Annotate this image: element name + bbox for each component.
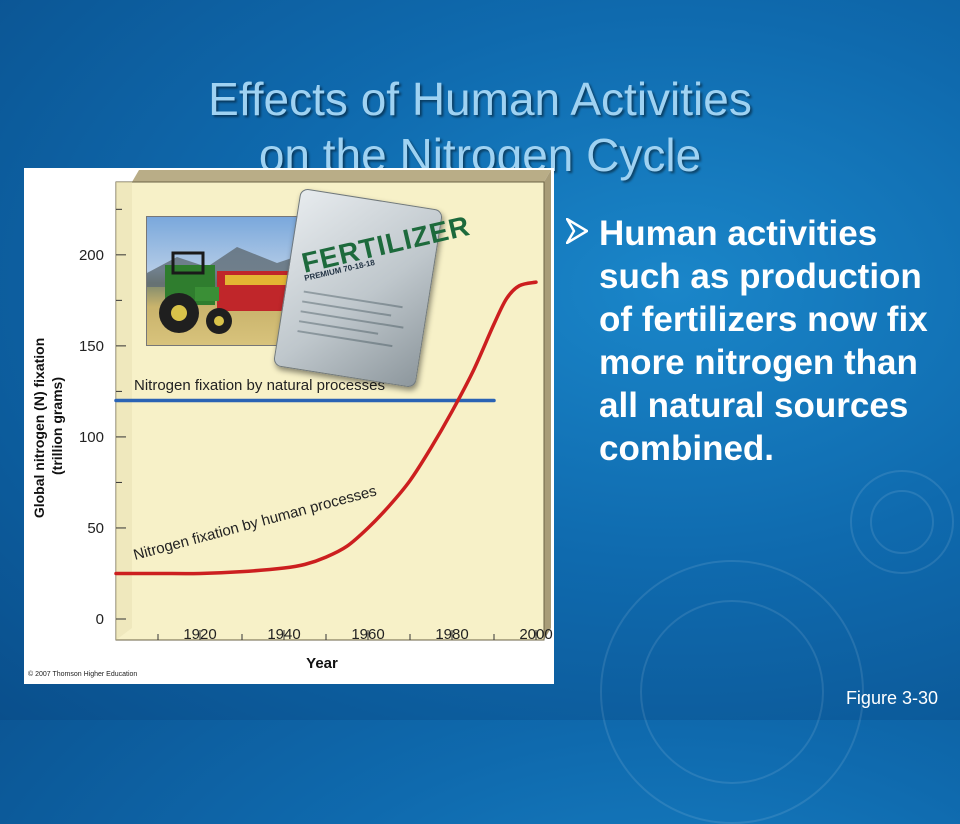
y-tick-label: 0 — [96, 611, 104, 628]
title-line-1: Effects of Human Activities — [208, 72, 752, 125]
copyright-text: © 2007 Thomson Higher Education — [28, 671, 138, 678]
x-tick-label: 2000 — [519, 626, 552, 643]
y-axis-label: Global nitrogen (N) fixation (trillion g… — [31, 334, 65, 518]
x-tick-labels: 1920 1940 1960 1980 2000 — [183, 626, 552, 643]
x-tick-label: 1920 — [183, 626, 216, 643]
y-tick-labels: 0 50 100 150 200 — [79, 247, 104, 628]
series-lines — [114, 280, 538, 576]
chart-panel: 0 50 100 150 200 1920 1940 1960 1980 2000 Nitrog… — [24, 168, 554, 684]
y-tick-label: 100 — [79, 429, 104, 446]
y-tick-label: 50 — [87, 520, 104, 537]
box-top-face — [132, 170, 551, 182]
x-tick-label: 1940 — [267, 626, 300, 643]
slide-title: Effects of Human Activities on the Nitro… — [0, 71, 960, 183]
box-side-face — [544, 170, 551, 640]
figure-label: Figure 3-30 — [845, 688, 938, 708]
fertilizer-bag: FERTILIZER PREMIUM 70-18-18 — [272, 187, 473, 389]
x-tick-label: 1960 — [351, 626, 384, 643]
y-tick-label: 200 — [79, 247, 104, 264]
x-axis-label: Year — [306, 655, 338, 672]
arrow-bullet-icon — [566, 218, 588, 244]
y-tick-label: 150 — [79, 338, 104, 355]
legend-natural: Nitrogen fixation by natural processes — [134, 377, 385, 394]
human-fixation-line — [114, 280, 538, 576]
x-tick-label: 1980 — [435, 626, 468, 643]
bullet-text: Human activities such as production of f… — [599, 214, 928, 468]
